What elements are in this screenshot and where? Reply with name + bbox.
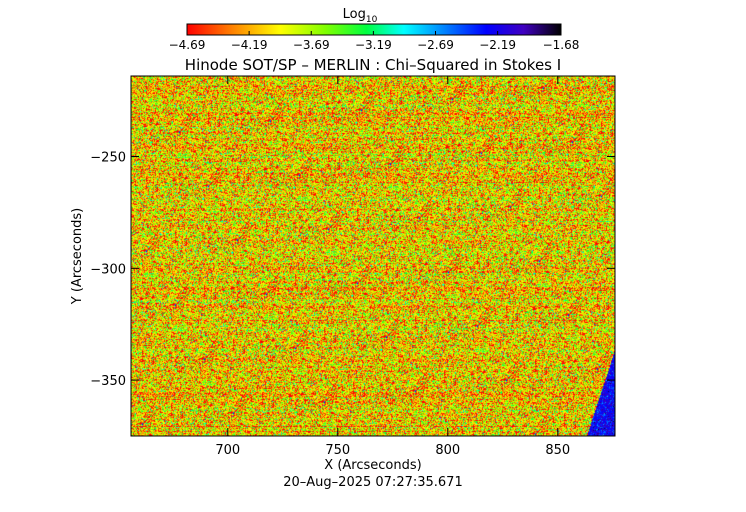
colorbar-tick-label: −4.69 [169,38,206,52]
y-axis-label: Y (Arcseconds) [70,208,85,305]
timestamp: 20–Aug–2025 07:27:35.671 [283,475,462,490]
colorbar-tick-label: −3.19 [355,38,392,52]
x-tick-label: 700 [215,443,240,458]
heatmap-image [131,76,615,436]
colorbar-tick-label: −1.68 [543,38,580,52]
x-tick-label: 850 [545,443,570,458]
colorbar-tick-label: −3.69 [293,38,330,52]
plot-frame [130,75,616,437]
colorbar-tick-label: −2.19 [479,38,516,52]
colorbar-tick-label: −2.69 [417,38,454,52]
y-tick-label: −300 [90,262,126,277]
colorbar [186,23,562,36]
axis-ticks: 700 750 800 850 −250 −300 −350 [90,76,615,458]
y-tick-label: −350 [90,374,126,389]
colorbar-tick-label: −4.19 [231,38,268,52]
x-axis-label: X (Arcseconds) [324,458,421,473]
colorbar-title: Log10 [343,7,378,25]
chart-title: Hinode SOT/SP – MERLIN : Chi–Squared in … [185,56,561,74]
x-tick-label: 750 [325,443,350,458]
colorbar-ticks: −4.69 −4.19 −3.69 −3.19 −2.69 −2.19 −1.68 [169,31,580,52]
y-tick-label: −250 [90,150,126,165]
x-tick-label: 800 [435,443,460,458]
